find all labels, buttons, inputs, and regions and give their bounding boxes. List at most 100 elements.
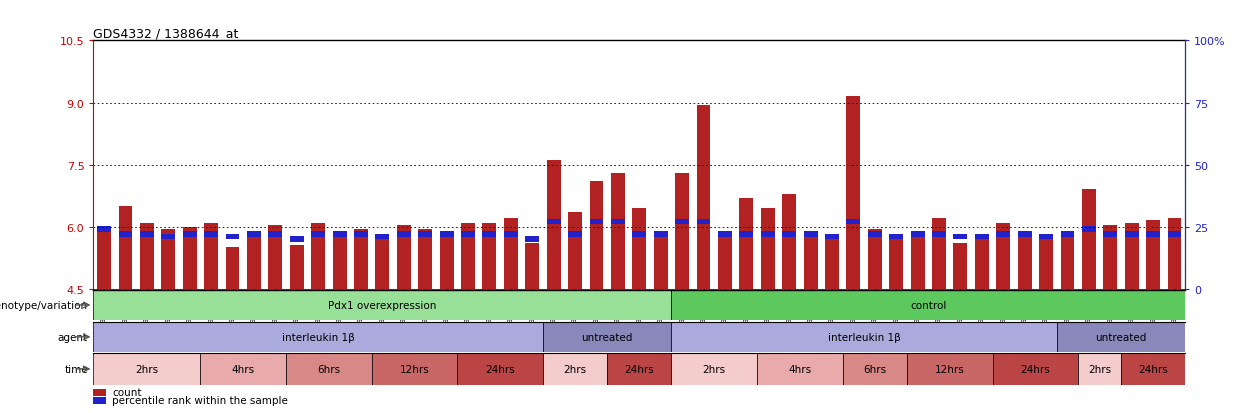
Text: genotype/variation: genotype/variation <box>0 300 88 310</box>
Bar <box>1017 235 1032 289</box>
Bar <box>183 232 197 237</box>
Bar <box>996 232 1010 237</box>
Bar <box>162 229 176 289</box>
Bar <box>1082 190 1096 289</box>
Bar <box>183 227 197 289</box>
Bar <box>611 173 625 289</box>
Bar <box>975 235 989 240</box>
Bar <box>992 353 1078 385</box>
Bar <box>611 220 625 225</box>
Bar <box>675 220 688 225</box>
Text: Pdx1 overexpression: Pdx1 overexpression <box>329 300 437 310</box>
Bar <box>590 182 604 289</box>
Bar <box>457 353 543 385</box>
Bar <box>247 233 261 289</box>
Bar <box>843 353 906 385</box>
Bar <box>118 232 132 237</box>
Text: 6hrs: 6hrs <box>317 364 340 374</box>
Bar <box>139 223 154 289</box>
Bar <box>504 232 518 237</box>
Bar <box>568 232 583 237</box>
Bar <box>311 223 325 289</box>
Text: 2hrs: 2hrs <box>1088 364 1112 374</box>
Bar <box>418 229 432 289</box>
Bar <box>568 213 583 289</box>
Bar <box>397 225 411 289</box>
Bar <box>671 322 1057 352</box>
Bar <box>608 353 671 385</box>
Bar <box>782 232 796 237</box>
Bar <box>1061 232 1074 237</box>
Bar <box>1061 231 1074 289</box>
Bar <box>139 232 154 237</box>
Bar <box>933 232 946 237</box>
Bar <box>200 353 286 385</box>
Bar <box>97 231 111 289</box>
Bar <box>1147 221 1160 289</box>
Bar <box>461 223 476 289</box>
Text: 12hrs: 12hrs <box>400 364 430 374</box>
Bar <box>910 232 925 237</box>
Bar <box>354 229 369 289</box>
Bar <box>847 97 860 289</box>
Bar <box>225 248 239 289</box>
Bar <box>825 240 839 289</box>
Bar <box>718 232 732 237</box>
Bar <box>418 232 432 237</box>
Bar <box>868 232 881 237</box>
Bar <box>525 237 539 242</box>
Bar <box>910 233 925 289</box>
Text: 4hrs: 4hrs <box>232 364 255 374</box>
Bar <box>632 232 646 237</box>
Bar <box>757 353 843 385</box>
Bar <box>372 353 457 385</box>
Bar <box>740 198 753 289</box>
Bar <box>761 209 774 289</box>
Text: 24hrs: 24hrs <box>486 364 515 374</box>
Bar <box>654 231 667 289</box>
Bar <box>825 235 839 240</box>
Bar <box>761 232 774 237</box>
Text: 2hrs: 2hrs <box>564 364 586 374</box>
Bar <box>1168 219 1182 289</box>
Bar <box>906 353 992 385</box>
Bar <box>1120 353 1185 385</box>
Bar <box>247 232 261 237</box>
Bar <box>311 232 325 237</box>
Bar <box>332 232 346 237</box>
Text: 2hrs: 2hrs <box>702 364 726 374</box>
Text: untreated: untreated <box>1096 332 1147 342</box>
Text: time: time <box>65 364 88 374</box>
Text: interleukin 1β: interleukin 1β <box>281 332 355 342</box>
Text: agent: agent <box>57 332 88 342</box>
Bar <box>290 237 304 242</box>
Bar <box>376 235 390 240</box>
Bar <box>696 220 711 225</box>
Bar <box>1082 227 1096 233</box>
Bar <box>525 244 539 289</box>
Text: 24hrs: 24hrs <box>1138 364 1168 374</box>
Bar <box>354 232 369 237</box>
Bar <box>889 235 903 240</box>
Bar <box>397 232 411 237</box>
Bar <box>376 240 390 289</box>
Bar <box>996 223 1010 289</box>
Bar <box>654 232 667 237</box>
Bar <box>718 237 732 289</box>
Bar <box>547 161 560 289</box>
Text: 4hrs: 4hrs <box>788 364 812 374</box>
Bar <box>847 220 860 225</box>
Bar <box>1168 232 1182 237</box>
Bar <box>461 232 476 237</box>
Bar <box>93 290 671 320</box>
Bar <box>1124 232 1139 237</box>
Text: 12hrs: 12hrs <box>935 364 965 374</box>
Bar <box>290 246 304 289</box>
Text: count: count <box>112 387 142 397</box>
Bar <box>1057 322 1185 352</box>
Text: 2hrs: 2hrs <box>136 364 158 374</box>
Bar <box>590 220 604 225</box>
Bar <box>803 231 818 289</box>
Bar <box>225 235 239 240</box>
Bar <box>975 240 989 289</box>
